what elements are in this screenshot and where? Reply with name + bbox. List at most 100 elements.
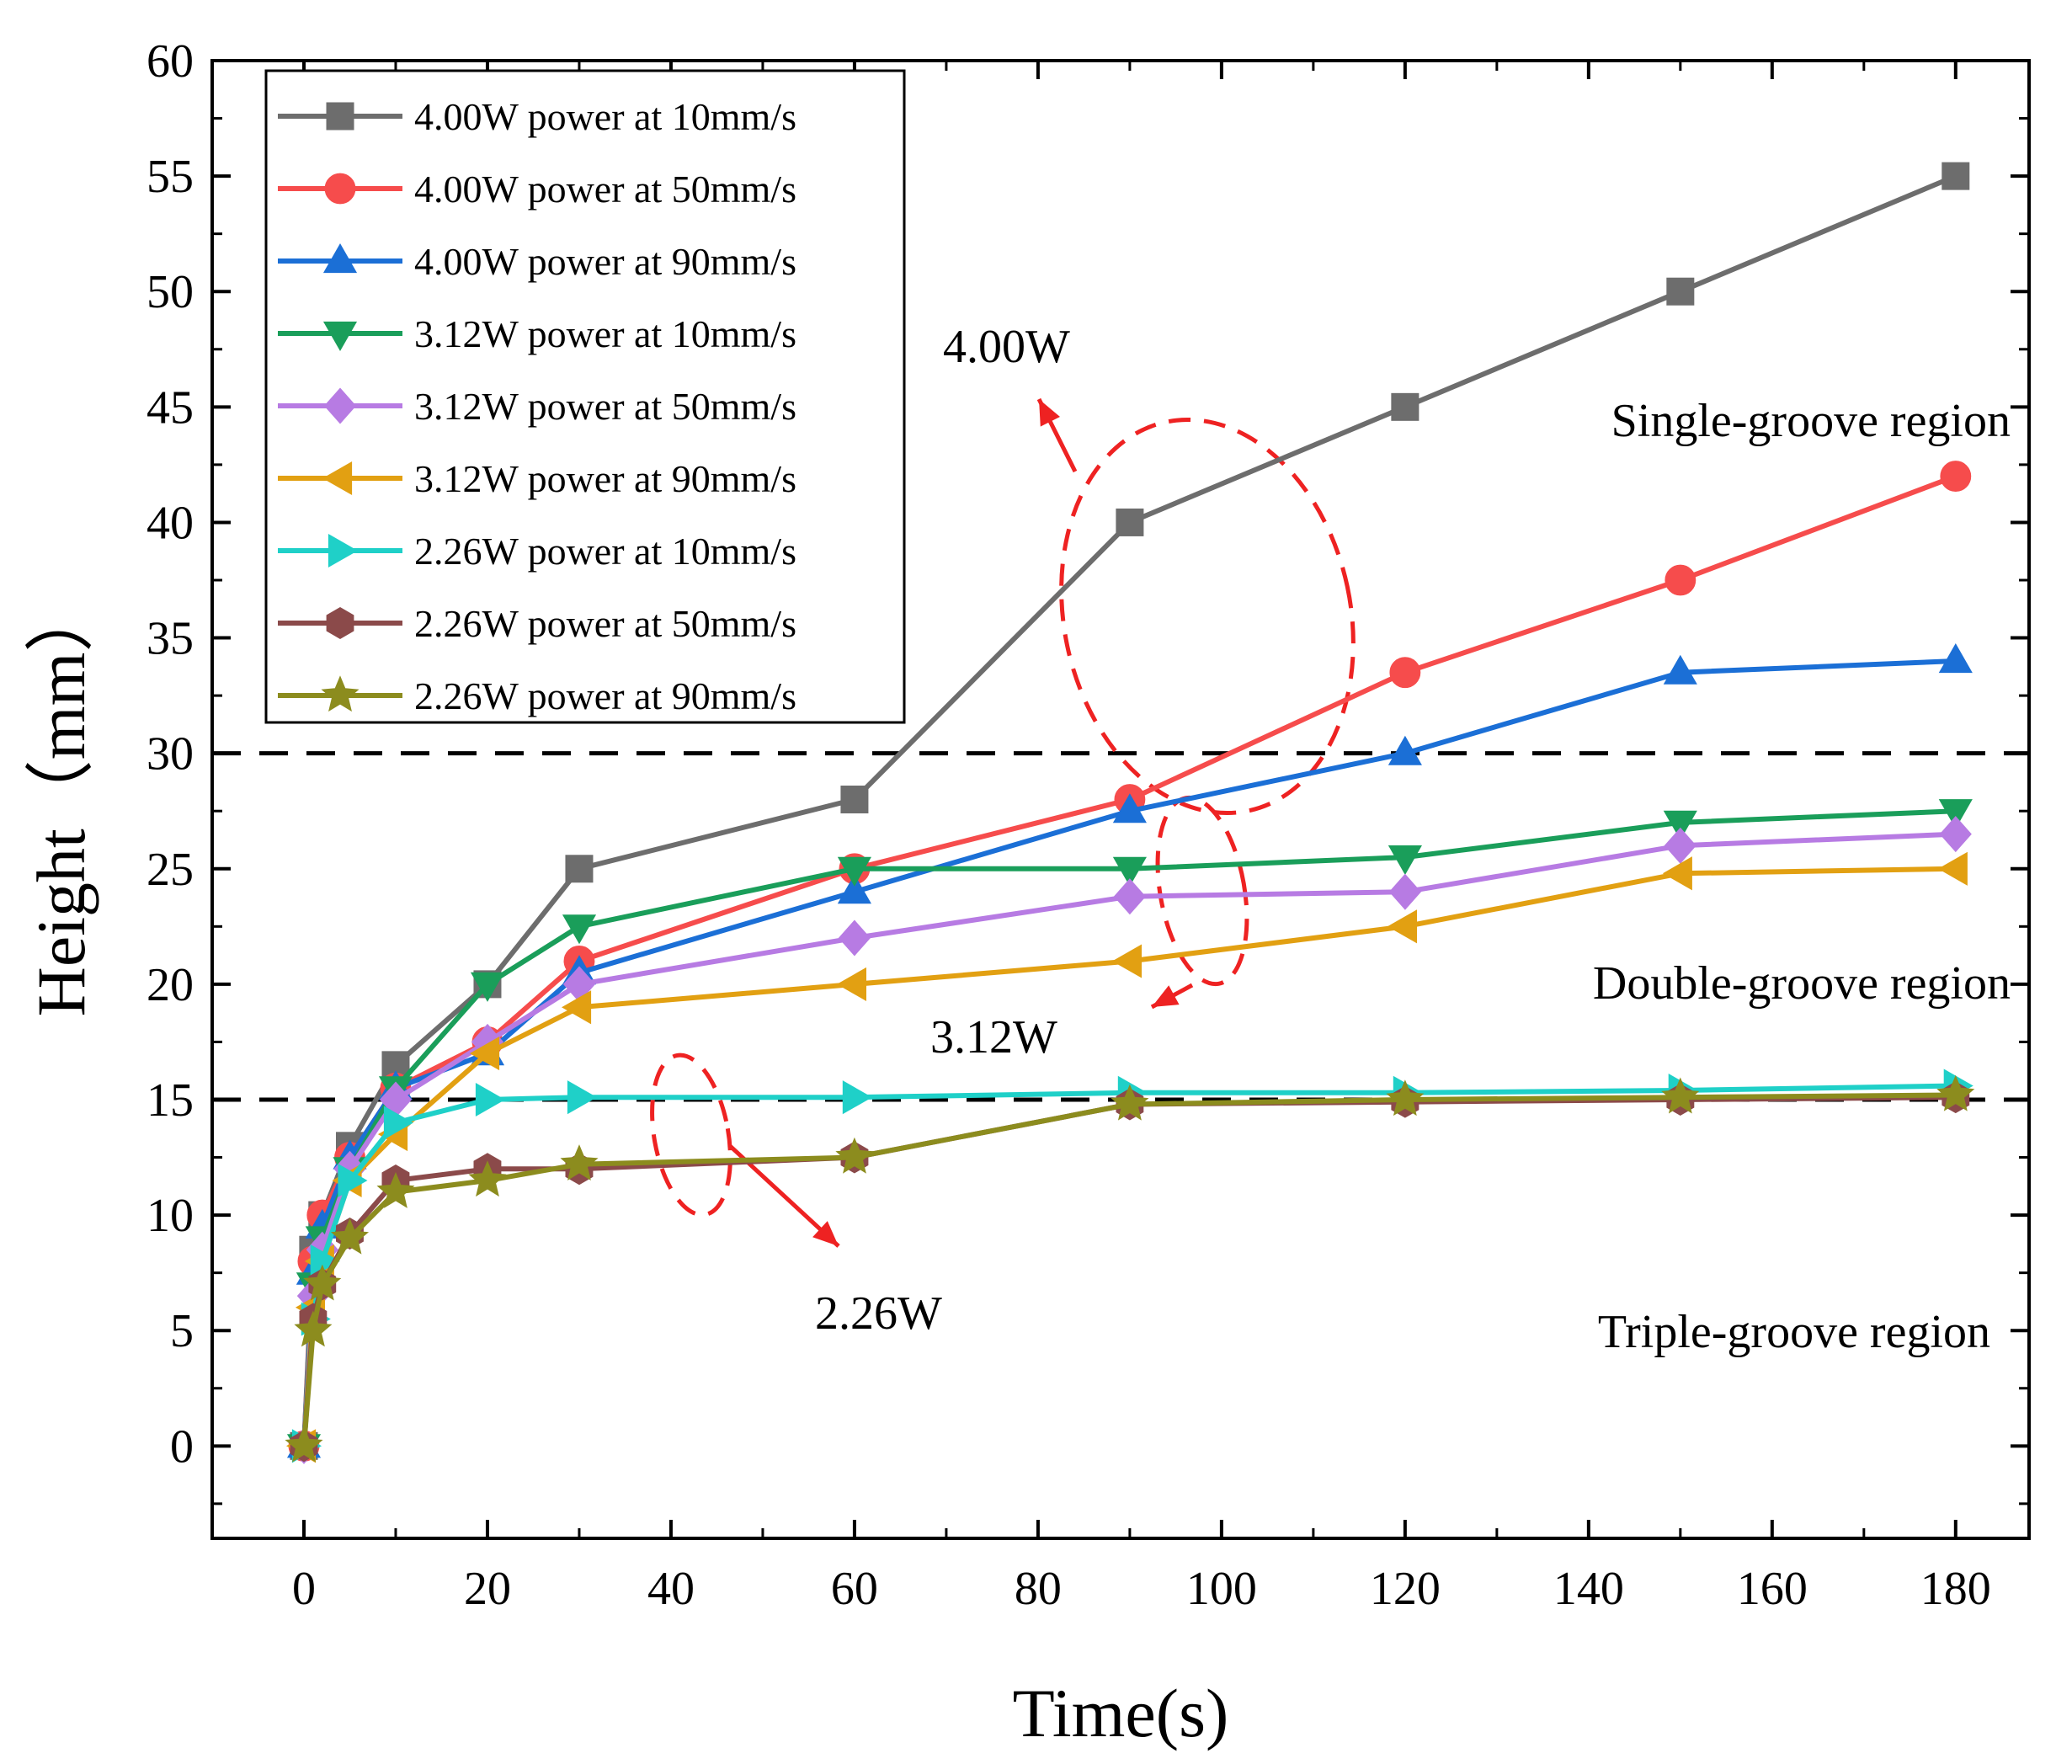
legend-entry: 4.00W power at 90mm/s bbox=[278, 240, 796, 283]
legend-label: 3.12W power at 90mm/s bbox=[414, 457, 796, 500]
legend-entry: 3.12W power at 10mm/s bbox=[278, 312, 796, 355]
legend-label: 4.00W power at 90mm/s bbox=[414, 240, 796, 283]
data-point bbox=[1665, 564, 1696, 596]
data-point bbox=[565, 855, 594, 883]
legend-label: 2.26W power at 50mm/s bbox=[414, 602, 796, 645]
data-point bbox=[338, 1163, 368, 1198]
legend-entry: 4.00W power at 10mm/s bbox=[278, 95, 796, 138]
legend-entry: 2.26W power at 50mm/s bbox=[278, 602, 796, 645]
data-point bbox=[1391, 392, 1420, 421]
data-point bbox=[837, 874, 871, 904]
region-single-label: Single-groove region bbox=[1611, 395, 2011, 447]
data-point bbox=[285, 1426, 323, 1463]
series-9 bbox=[285, 1074, 1975, 1463]
y-axis: 0 5 10 15 20 25 30 35 40 45 50 55 60 bbox=[146, 35, 2029, 1506]
legend-entry: 2.26W power at 10mm/s bbox=[278, 530, 796, 573]
group-226w-ellipse bbox=[650, 1053, 732, 1218]
data-point bbox=[842, 1080, 872, 1115]
plot-frame bbox=[210, 59, 2031, 1540]
region-triple-label: Triple-groove region bbox=[1598, 1306, 1990, 1358]
y-axis-title: Height（mm） bbox=[23, 584, 99, 1017]
legend-label: 2.26W power at 90mm/s bbox=[414, 674, 796, 717]
data-point bbox=[1937, 851, 1968, 886]
data-point bbox=[567, 1080, 598, 1115]
data-point bbox=[294, 1310, 333, 1347]
data-point bbox=[1111, 944, 1142, 978]
y-tick-label: 10 bbox=[146, 1190, 194, 1242]
data-point bbox=[1386, 1079, 1425, 1116]
data-point bbox=[1666, 277, 1695, 306]
arrow-head bbox=[1152, 985, 1180, 1007]
data-point bbox=[1388, 845, 1422, 876]
x-tick-label: 20 bbox=[464, 1563, 511, 1615]
legend-swatch-marker bbox=[322, 242, 358, 274]
data-point bbox=[376, 1171, 415, 1208]
data-point bbox=[303, 1264, 342, 1301]
x-axis: 0 20 40 60 80 100 120 140 160 180 bbox=[210, 61, 1991, 1615]
data-point bbox=[383, 1106, 414, 1140]
y-tick-label: 20 bbox=[146, 959, 194, 1011]
data-point bbox=[837, 856, 871, 887]
x-tick-label: 100 bbox=[1186, 1563, 1257, 1615]
legend-swatch-marker bbox=[328, 533, 359, 568]
legend: 4.00W power at 10mm/s 4.00W power at 50mm… bbox=[264, 69, 906, 724]
data-point bbox=[1663, 654, 1697, 685]
legend-swatch-marker bbox=[326, 607, 354, 639]
y-tick-label: 45 bbox=[146, 381, 194, 434]
data-point bbox=[1938, 642, 1973, 674]
x-tick-label: 160 bbox=[1737, 1563, 1808, 1615]
data-point bbox=[1942, 162, 1970, 190]
y-tick-label: 25 bbox=[146, 844, 194, 896]
region-double-label: Double-groove region bbox=[1593, 957, 2011, 1010]
data-point bbox=[561, 990, 592, 1025]
annotation-312w-label: 3.12W bbox=[930, 1011, 1057, 1063]
x-tick-label: 180 bbox=[1920, 1563, 1991, 1615]
legend-swatch-marker bbox=[326, 102, 354, 131]
data-point bbox=[1661, 1077, 1700, 1114]
data-point bbox=[1939, 816, 1972, 853]
arrow-312w bbox=[1150, 983, 1194, 1010]
y-tick-label: 55 bbox=[146, 151, 194, 203]
data-point bbox=[310, 1244, 340, 1278]
data-point bbox=[562, 914, 597, 945]
y-tick-label: 30 bbox=[146, 728, 194, 781]
data-point bbox=[1388, 735, 1422, 765]
legend-swatch-marker bbox=[324, 173, 356, 205]
data-point bbox=[1940, 461, 1972, 493]
legend-label: 3.12W power at 50mm/s bbox=[414, 385, 796, 428]
y-tick-label: 35 bbox=[146, 613, 194, 665]
x-tick-label: 80 bbox=[1015, 1563, 1062, 1615]
data-point bbox=[330, 1218, 370, 1255]
data-point bbox=[1936, 1074, 1975, 1111]
group-4w-ellipse bbox=[1059, 417, 1356, 816]
legend-label: 2.26W power at 10mm/s bbox=[414, 530, 796, 573]
data-point bbox=[475, 1082, 506, 1117]
data-point bbox=[1112, 793, 1147, 823]
x-tick-label: 0 bbox=[292, 1563, 316, 1615]
y-tick-label: 50 bbox=[146, 266, 194, 318]
legend-entry: 2.26W power at 90mm/s bbox=[278, 674, 796, 717]
legend-box bbox=[264, 69, 906, 724]
legend-entry: 3.12W power at 90mm/s bbox=[278, 457, 796, 500]
data-point bbox=[470, 972, 505, 1002]
data-point bbox=[1938, 799, 1973, 829]
legend-label: 3.12W power at 10mm/s bbox=[414, 312, 796, 355]
series-layer bbox=[285, 162, 1975, 1464]
data-point bbox=[836, 967, 866, 1001]
x-tick-label: 140 bbox=[1553, 1563, 1624, 1615]
y-tick-label: 60 bbox=[146, 35, 194, 88]
y-tick-label: 40 bbox=[146, 497, 194, 549]
arrow-4w bbox=[1036, 397, 1078, 473]
data-point bbox=[1113, 878, 1146, 915]
arrow-head bbox=[812, 1221, 839, 1246]
data-point bbox=[838, 919, 871, 957]
data-point bbox=[840, 786, 869, 813]
legend-entry: 4.00W power at 50mm/s bbox=[278, 168, 796, 211]
legend-entry: 3.12W power at 50mm/s bbox=[278, 385, 796, 428]
y-tick-label: 0 bbox=[170, 1420, 194, 1473]
data-point bbox=[1388, 873, 1421, 910]
x-axis-title: Time(s) bbox=[1013, 1675, 1229, 1751]
y-tick-label: 15 bbox=[146, 1074, 194, 1127]
legend-label: 4.00W power at 10mm/s bbox=[414, 95, 796, 138]
